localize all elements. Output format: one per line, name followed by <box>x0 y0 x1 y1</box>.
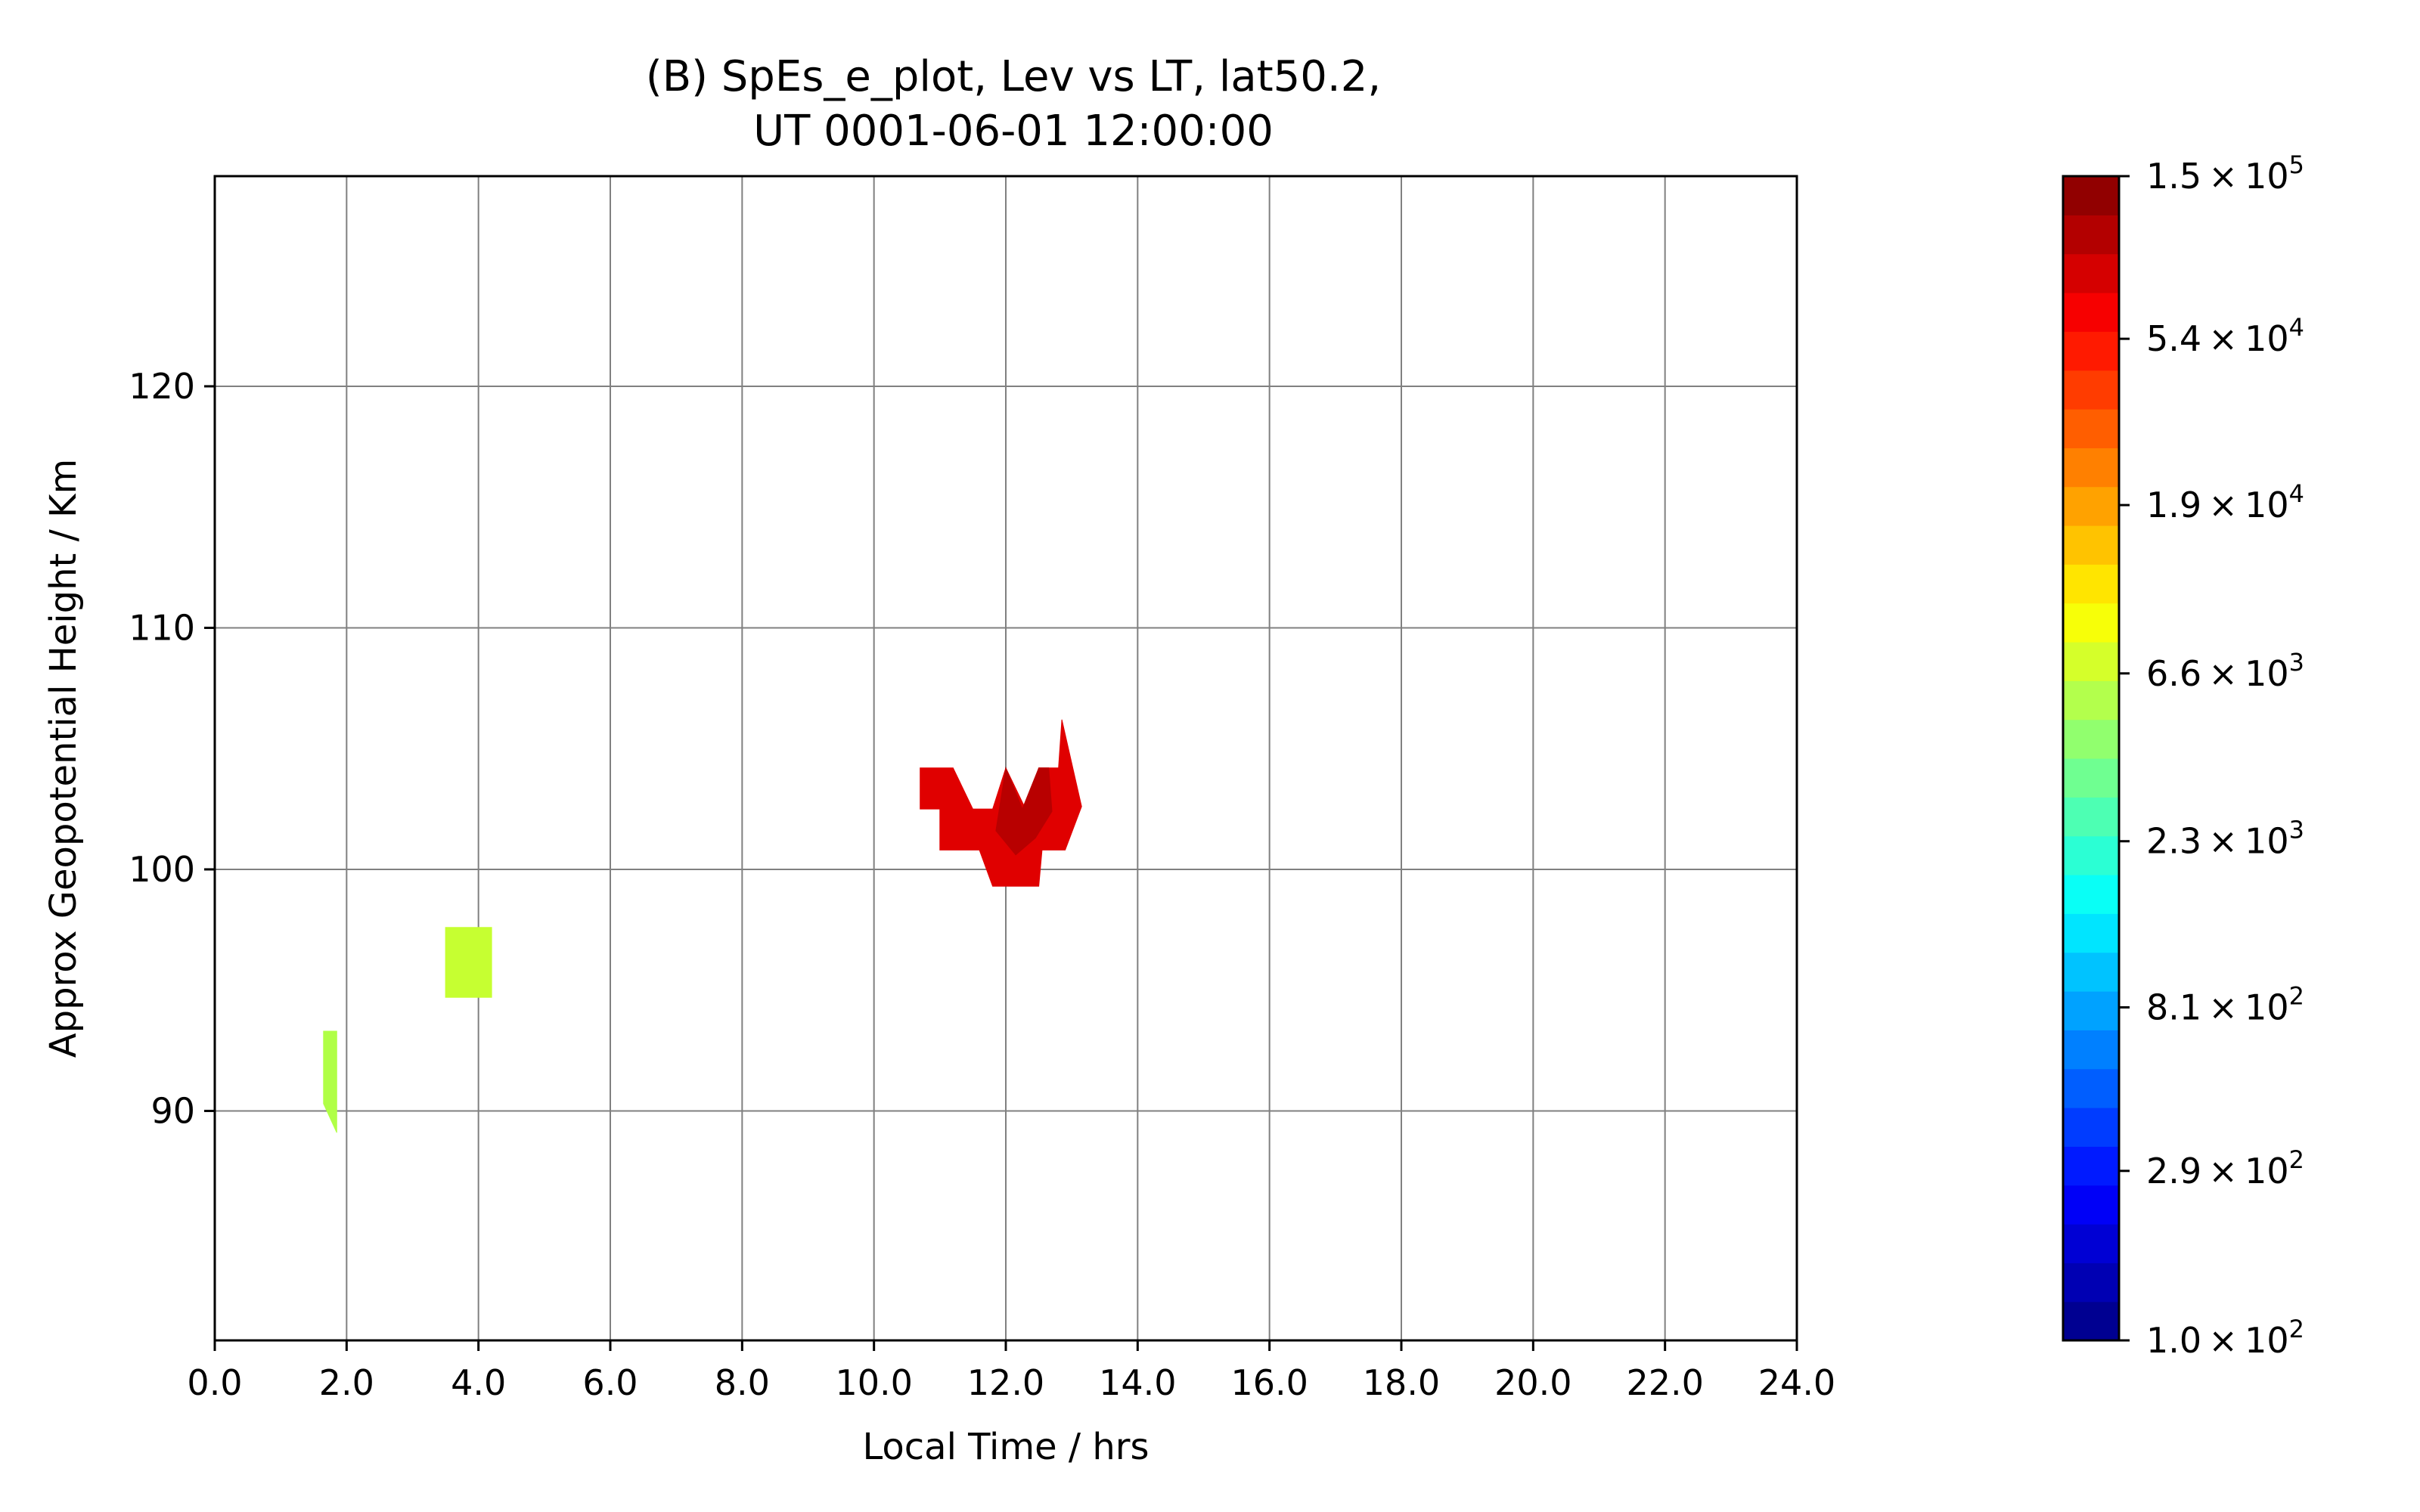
colorbar-band <box>2063 991 2119 1030</box>
colorbar-band <box>2063 1224 2119 1263</box>
x-tick-label: 14.0 <box>1099 1362 1176 1403</box>
contour-region-1 <box>323 1030 337 1133</box>
colorbar-band <box>2063 952 2119 992</box>
colorbar-tick-label: 2.9 × 102 <box>2146 1145 2304 1191</box>
x-tick-label: 10.0 <box>835 1362 912 1403</box>
colorbar-tick-label: 5.4 × 104 <box>2146 313 2304 359</box>
x-axis-ticks: 0.0 2.0 4.0 6.0 8.0 10.0 12.0 14.0 16.0 18.0 20.0 2… <box>187 1340 1835 1403</box>
colorbar-band <box>2063 1108 2119 1147</box>
chart-title-line-1: (B) SpEs_e_plot, Lev vs LT, lat50.2, <box>646 52 1381 101</box>
y-axis-label: Approx Geopotential Height / Km <box>42 459 85 1058</box>
x-tick-label: 2.0 <box>319 1362 374 1403</box>
x-tick-label: 4.0 <box>451 1362 506 1403</box>
colorbar-band <box>2063 1301 2119 1341</box>
colorbar-frame <box>2062 175 2121 1342</box>
colorbar-band <box>2063 448 2119 488</box>
x-tick-label: 20.0 <box>1494 1362 1571 1403</box>
contour-region-4 <box>995 766 1053 856</box>
x-tick-label: 12.0 <box>967 1362 1044 1403</box>
colorbar-band <box>2063 525 2119 565</box>
colorbar-band <box>2063 758 2119 798</box>
colorbar-tick-label: 2.3 × 103 <box>2146 816 2304 862</box>
x-tick-label: 18.0 <box>1363 1362 1440 1403</box>
colorbar-band <box>2063 564 2119 604</box>
x-tick-label: 0.0 <box>187 1362 242 1403</box>
colorbar-band <box>2063 913 2119 953</box>
y-tick-label: 110 <box>129 607 195 648</box>
colorbar-band <box>2063 486 2119 526</box>
colorbar-band <box>2063 835 2119 875</box>
colorbar-band <box>2063 215 2119 255</box>
y-tick-label: 90 <box>150 1090 195 1131</box>
colorbar-band <box>2063 409 2119 448</box>
colorbar-tick-label: 1.9 × 104 <box>2146 479 2304 525</box>
colorbar-tick-label: 6.6 × 103 <box>2146 648 2304 694</box>
colorbar-band <box>2063 1146 2119 1186</box>
x-axis-label: Local Time / hrs <box>863 1426 1150 1468</box>
x-tick-label: 8.0 <box>715 1362 770 1403</box>
colorbar-band <box>2063 642 2119 681</box>
colorbar-band <box>2063 1030 2119 1070</box>
colorbar-band <box>2063 1263 2119 1303</box>
x-tick-label: 16.0 <box>1230 1362 1308 1403</box>
colorbar-band <box>2063 293 2119 332</box>
colorbar-band <box>2063 1185 2119 1225</box>
colorbar-band <box>2063 331 2119 371</box>
y-axis-ticks: 90 100 110 120 <box>129 366 215 1131</box>
y-tick-label: 100 <box>129 849 195 890</box>
colorbar-band <box>2063 370 2119 410</box>
y-tick-label: 120 <box>129 366 195 407</box>
x-tick-label: 24.0 <box>1758 1362 1835 1403</box>
colorbar-band <box>2063 1068 2119 1108</box>
contour-regions <box>323 719 1082 1133</box>
colorbar-tick-label: 1.5 × 105 <box>2146 150 2304 197</box>
colorbar-band <box>2063 680 2119 720</box>
colorbar-tick-label: 1.0 × 102 <box>2146 1315 2304 1361</box>
x-tick-label: 22.0 <box>1626 1362 1703 1403</box>
x-tick-label: 6.0 <box>582 1362 638 1403</box>
colorbar-band <box>2063 603 2119 643</box>
colorbar: 1.0 × 102 2.9 × 102 8.1 × 102 2.3 × 103 6.6 … <box>2062 150 2304 1361</box>
colorbar-band <box>2063 797 2119 837</box>
chart-title-line-2: UT 0001-06-01 12:00:00 <box>753 107 1274 156</box>
colorbar-tick-label: 8.1 × 102 <box>2146 982 2304 1028</box>
colorbar-band <box>2063 253 2119 293</box>
colorbar-band <box>2063 875 2119 914</box>
colorbar-band <box>2063 176 2119 215</box>
contour-region-2 <box>445 927 492 998</box>
colorbar-band <box>2063 719 2119 759</box>
